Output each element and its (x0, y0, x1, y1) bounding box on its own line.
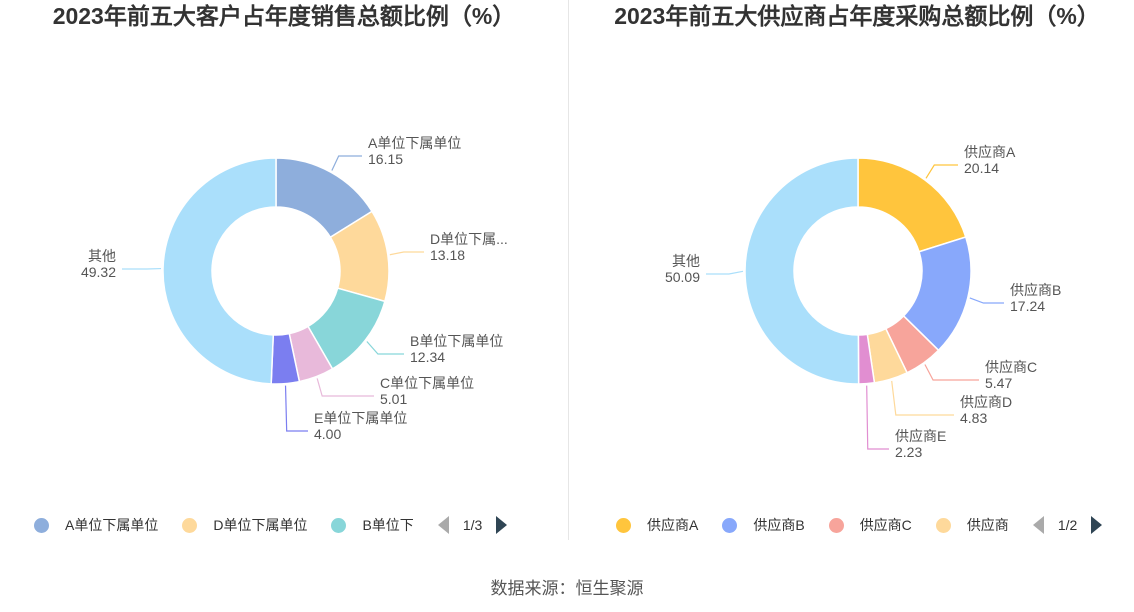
legend-dot-icon (182, 517, 198, 533)
legend-label: B单位下 (362, 517, 414, 533)
leader-line (316, 378, 374, 397)
legend-dot-icon (722, 517, 738, 533)
legend-item[interactable]: 供应商C (828, 515, 912, 535)
slice-value-label: 2.23 (895, 444, 922, 460)
slice-value-label: 5.47 (985, 375, 1012, 391)
slice-label: D单位下属... (430, 231, 508, 247)
supplier-chart-panel: 2023年前五大供应商占年度采购总额比例（%） 供应商A 20.14 供应商B 17.… (570, 0, 1134, 560)
leader-line (389, 251, 424, 256)
legend-dot-icon (828, 517, 844, 533)
slice-value-label: 4.00 (314, 426, 341, 442)
data-source-note: 数据来源：恒生聚源 (490, 579, 644, 598)
slice-value-label: 16.15 (368, 151, 403, 167)
slice-value-label: 13.18 (430, 247, 465, 263)
legend-item[interactable]: 供应商 (935, 515, 1009, 535)
slice-value-label: 50.09 (665, 269, 700, 285)
legend-dot-icon (935, 517, 951, 533)
chart-legend: 供应商A 供应商B 供应商C 供应商 1/2 (616, 512, 1103, 538)
next-page-icon[interactable] (1091, 516, 1103, 534)
slice-value-label: 4.83 (960, 410, 987, 426)
leader-line (706, 270, 744, 275)
legend-pager: 1/3 (437, 516, 508, 534)
legend-dot-icon (616, 517, 631, 533)
leader-line (866, 385, 889, 450)
legend-pager: 1/2 (1032, 516, 1103, 534)
prev-page-icon[interactable] (1032, 516, 1044, 534)
chart-legend: A单位下属单位 D单位下属单位 B单位下 1/3 (34, 512, 508, 538)
chart-title: 2023年前五大客户占年度销售总额比例（%） (52, 3, 516, 29)
legend-page-indicator: 1/3 (462, 517, 483, 533)
slice-value-label: 49.32 (81, 264, 116, 280)
legend-item[interactable]: 供应商A (616, 515, 698, 535)
slice-value-label: 17.24 (1010, 298, 1045, 314)
slice-label: E单位下属单位 (314, 410, 407, 426)
leader-line (969, 297, 1004, 304)
panel-divider (568, 0, 569, 540)
legend-page-indicator: 1/2 (1057, 517, 1078, 533)
legend-label: 供应商B (753, 517, 805, 533)
legend-label: 供应商A (647, 517, 699, 533)
slice-label: A单位下属单位 (368, 135, 461, 151)
pie-slice[interactable] (162, 157, 277, 385)
leader-line (284, 385, 308, 432)
legend-dot-icon (34, 517, 49, 533)
legend-label: A单位下属单位 (65, 517, 159, 533)
leader-line (925, 164, 958, 179)
legend-item[interactable]: A单位下属单位 (34, 515, 158, 535)
slice-label: 其他 (88, 248, 116, 264)
legend-item[interactable]: D单位下属单位 (182, 515, 307, 535)
leader-line (924, 364, 979, 381)
slice-label: 供应商B (1010, 282, 1061, 298)
pie-slice[interactable] (857, 157, 967, 253)
next-page-icon[interactable] (496, 516, 508, 534)
leader-line (331, 155, 362, 171)
legend-label: 供应商 (966, 517, 1009, 533)
slice-value-label: 20.14 (964, 160, 999, 176)
slice-value-label: 5.01 (380, 391, 407, 407)
slice-label: 供应商A (964, 144, 1016, 160)
customer-chart-panel: 2023年前五大客户占年度销售总额比例（%） A单位下属单位 16.15 D单位下属… (0, 0, 568, 560)
legend-dot-icon (331, 517, 347, 533)
legend-label: D单位下属单位 (213, 517, 308, 533)
pie-slice[interactable] (744, 157, 860, 385)
legend-label: 供应商C (859, 517, 912, 533)
legend-item[interactable]: B单位下 (331, 515, 414, 535)
chart-title: 2023年前五大供应商占年度采购总额比例（%） (614, 3, 1100, 29)
slice-label: B单位下属单位 (410, 333, 503, 349)
slice-label: 其他 (672, 253, 700, 269)
leader-line (891, 380, 954, 416)
slice-value-label: 12.34 (410, 349, 445, 365)
legend-item[interactable]: 供应商B (722, 515, 805, 535)
leader-line (366, 341, 404, 355)
slice-label: 供应商D (960, 394, 1012, 410)
slice-label: 供应商E (895, 428, 946, 444)
slice-label: 供应商C (985, 359, 1037, 375)
prev-page-icon[interactable] (437, 516, 449, 534)
slice-label: C单位下属单位 (380, 375, 474, 391)
